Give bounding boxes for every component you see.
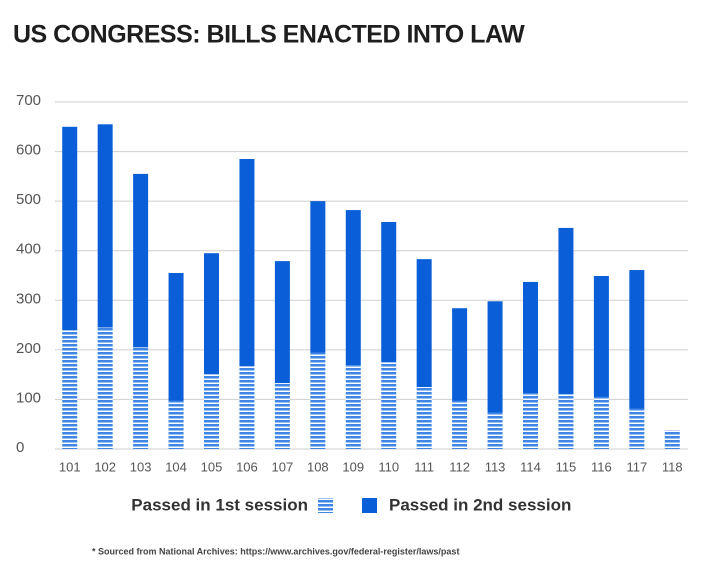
x-tick-label: 115 <box>556 459 577 474</box>
chart-title: US CONGRESS: BILLS ENACTED INTO LAW <box>13 21 525 49</box>
x-tick-label: 107 <box>272 459 294 474</box>
bar-segment <box>97 327 113 449</box>
y-tick-label: 300 <box>16 290 41 307</box>
bar-segment <box>345 365 361 449</box>
bar-segment <box>62 126 78 331</box>
x-tick-label: 116 <box>591 459 612 474</box>
bar-segment <box>204 253 219 375</box>
bar-segment <box>62 330 78 449</box>
x-tick-label: 109 <box>342 459 364 474</box>
bar-segment <box>487 412 503 449</box>
bar-segment <box>133 173 149 348</box>
bar-segment <box>487 301 503 413</box>
bar-segment <box>310 201 326 353</box>
y-tick-label: 600 <box>16 142 41 159</box>
y-tick-label: 700 <box>16 92 41 109</box>
legend-swatch <box>318 498 333 513</box>
bar-segment <box>381 221 397 363</box>
bar-segment <box>629 408 645 449</box>
y-tick-label: 400 <box>16 241 41 258</box>
x-tick-label: 103 <box>130 459 152 474</box>
bar-segment <box>629 270 645 409</box>
bar-segment <box>416 387 432 449</box>
bar-segment <box>523 281 538 393</box>
bar-segment <box>558 227 574 394</box>
y-tick-label: 500 <box>16 191 41 208</box>
bar-segment <box>558 393 574 449</box>
x-tick-label: 117 <box>626 459 647 474</box>
x-tick-label: 118 <box>662 459 683 474</box>
bar-segment <box>416 259 432 388</box>
bar-segment <box>274 383 290 449</box>
bar-segment <box>133 347 149 449</box>
bar-segment <box>168 400 184 449</box>
x-tick-label: 106 <box>236 459 258 474</box>
bar-segment <box>239 366 255 449</box>
bar-segment <box>204 374 219 449</box>
bar-segment <box>239 159 255 367</box>
y-tick-label: 100 <box>16 389 41 406</box>
bar-segment <box>345 210 361 366</box>
footnote: * Sourced from National Archives: https:… <box>92 546 459 556</box>
bar-segment <box>452 400 468 449</box>
bar-segment <box>274 261 290 384</box>
bar-segment <box>523 392 538 449</box>
legend-label: Passed in 1st session <box>131 495 308 514</box>
x-tick-label: 112 <box>449 459 470 474</box>
x-tick-label: 102 <box>94 459 116 474</box>
bar-segment <box>381 362 397 449</box>
bar-segment <box>452 308 468 401</box>
x-tick-label: 108 <box>307 459 329 474</box>
x-tick-label: 114 <box>520 459 541 474</box>
bar-segment <box>593 396 609 449</box>
x-tick-label: 113 <box>485 459 506 474</box>
bar-segment <box>168 273 184 401</box>
x-tick-label: 111 <box>414 459 434 474</box>
x-tick-label: 101 <box>59 459 81 474</box>
x-tick-label: 104 <box>165 459 187 474</box>
bar-segment <box>97 124 113 328</box>
legend-label: Passed in 2nd session <box>389 495 571 514</box>
bar-segment <box>664 430 680 449</box>
y-tick-label: 0 <box>16 439 24 456</box>
x-tick-label: 110 <box>378 459 399 474</box>
x-tick-label: 105 <box>201 459 223 474</box>
bar-segment <box>310 352 326 449</box>
y-tick-label: 200 <box>16 340 41 357</box>
legend-swatch <box>362 498 377 513</box>
bar-segment <box>593 275 609 397</box>
